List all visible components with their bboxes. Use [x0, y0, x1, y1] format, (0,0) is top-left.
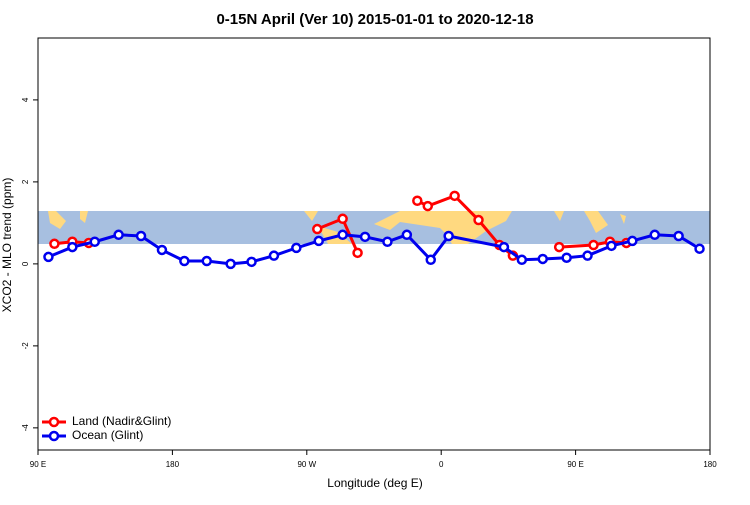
y-axis-label: XCO2 - MLO trend (ppm) [0, 178, 14, 313]
data-point [337, 213, 348, 225]
data-point [443, 230, 454, 242]
x-tick-label: 90 E [30, 460, 46, 469]
data-point [588, 239, 599, 251]
data-point [516, 254, 528, 266]
data-point [352, 247, 363, 259]
y-tick-label: 4 [21, 97, 30, 102]
data-point [649, 229, 660, 241]
data-point [425, 254, 436, 266]
data-point [561, 252, 572, 263]
x-axis-label: Longitude (deg E) [327, 476, 422, 490]
chart-title: 0-15N April (Ver 10) 2015-01-01 to 2020-… [216, 11, 533, 28]
x-tick-label: 180 [166, 460, 180, 469]
data-point [498, 241, 510, 253]
data-point [135, 230, 147, 242]
x-tick-label: 90 W [297, 460, 316, 469]
data-point [312, 223, 323, 235]
legend-label: Land (Nadir&Glint) [72, 414, 171, 428]
data-point [401, 229, 413, 241]
data-point [673, 230, 684, 242]
data-point [627, 235, 638, 247]
x-tick-label: 0 [439, 460, 444, 469]
x-tick-label: 90 E [567, 460, 583, 469]
data-point [412, 195, 423, 207]
data-point [582, 250, 593, 261]
data-point [156, 244, 168, 256]
y-tick-label: 0 [21, 261, 30, 266]
data-point [422, 200, 434, 212]
y-tick-label: 2 [21, 179, 30, 184]
data-point [473, 214, 484, 226]
x-tick-label: 180 [703, 460, 717, 469]
data-point [246, 256, 257, 268]
data-point [553, 241, 565, 253]
data-point [359, 231, 371, 243]
legend-marker [48, 416, 60, 428]
data-point [694, 243, 705, 254]
data-point [382, 236, 393, 247]
data-point [89, 236, 100, 247]
data-point [225, 258, 236, 270]
data-point [268, 250, 280, 261]
y-tick-label: -2 [21, 342, 30, 350]
data-point [313, 235, 324, 247]
y-tick-label: -4 [21, 424, 30, 432]
data-point [201, 255, 212, 267]
data-point [449, 190, 460, 202]
series [43, 229, 705, 270]
data-point [113, 229, 124, 241]
data-point [337, 229, 348, 241]
data-point [537, 253, 548, 265]
data-point [43, 251, 54, 263]
data-point [291, 242, 302, 254]
legend-label: Ocean (Glint) [72, 428, 143, 442]
data-point [606, 240, 617, 252]
data-point [49, 238, 60, 250]
data-point [67, 241, 78, 253]
plot-frame [37, 37, 711, 451]
legend-marker [48, 430, 60, 442]
data-point [179, 255, 190, 267]
